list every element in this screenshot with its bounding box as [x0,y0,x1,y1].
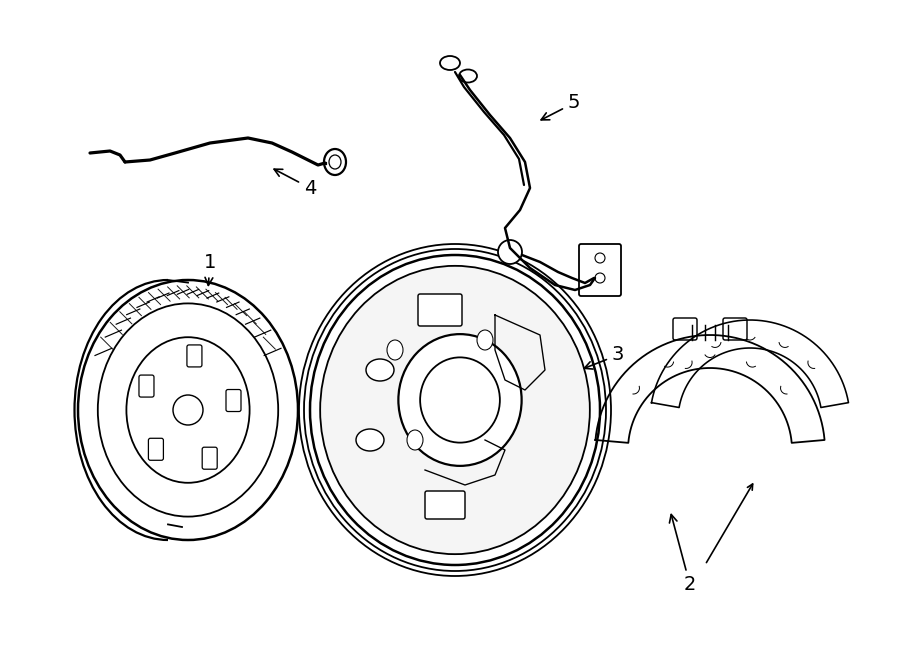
Circle shape [595,253,605,263]
Circle shape [173,395,203,425]
Text: 1: 1 [203,254,216,286]
Ellipse shape [324,149,346,175]
Ellipse shape [440,56,460,70]
FancyBboxPatch shape [579,244,621,296]
Ellipse shape [399,334,522,466]
Text: 5: 5 [541,93,580,120]
Ellipse shape [477,330,493,350]
Text: 3: 3 [584,346,625,369]
Text: 4: 4 [274,169,316,198]
FancyBboxPatch shape [202,447,217,469]
Ellipse shape [459,69,477,83]
FancyBboxPatch shape [226,389,241,412]
FancyBboxPatch shape [139,375,154,397]
FancyBboxPatch shape [425,491,465,519]
Circle shape [498,240,522,264]
Circle shape [595,273,605,283]
FancyBboxPatch shape [187,345,202,367]
Text: 2: 2 [670,514,697,594]
Ellipse shape [356,429,384,451]
Ellipse shape [387,340,403,360]
Ellipse shape [366,359,394,381]
Ellipse shape [420,358,500,443]
FancyBboxPatch shape [673,318,697,340]
FancyBboxPatch shape [723,318,747,340]
FancyBboxPatch shape [418,294,462,326]
Ellipse shape [320,266,590,554]
Ellipse shape [407,430,423,450]
FancyBboxPatch shape [148,438,164,460]
